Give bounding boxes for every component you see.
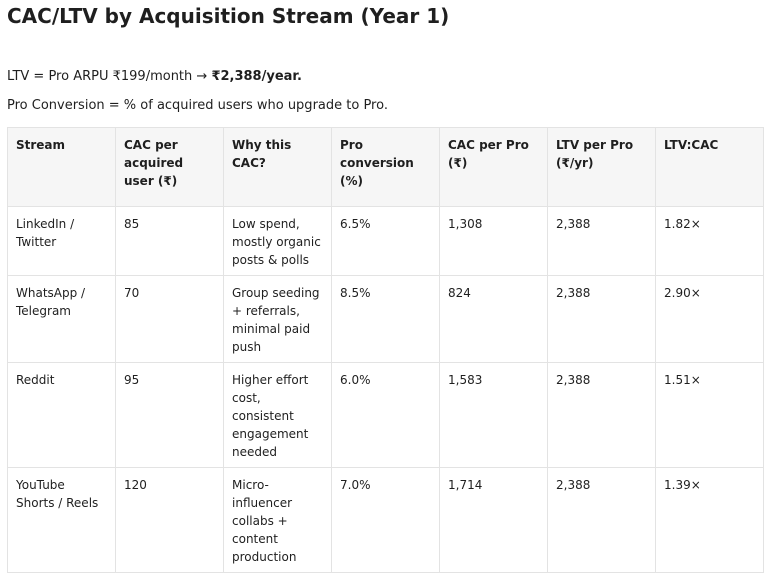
cell-ltv-cac: 1.51× (655, 362, 764, 468)
cell-stream: LinkedIn / Twitter (7, 206, 116, 276)
header-cac-per-pro: CAC per Pro (₹) (439, 127, 548, 207)
cell-ltv-per-pro: 2,388 (547, 206, 656, 276)
table-row: Reddit 95 Higher effort cost, consistent… (7, 362, 764, 468)
table-header-row: Stream CAC per acquired user (₹) Why thi… (7, 127, 764, 207)
table-row: WhatsApp / Telegram 70 Group seeding + r… (7, 275, 764, 363)
table-row: LinkedIn / Twitter 85 Low spend, mostly … (7, 206, 764, 276)
cell-why-cac: Low spend, mostly organic posts & polls (223, 206, 332, 276)
cell-cac-per-pro: 1,583 (439, 362, 548, 468)
cell-stream: YouTube Shorts / Reels (7, 467, 116, 573)
cell-pro-conversion: 7.0% (331, 467, 440, 573)
cell-ltv-cac: 1.82× (655, 206, 764, 276)
cell-cac-per-user: 70 (115, 275, 224, 363)
ltv-note-value: ₹2,388/year. (211, 69, 302, 84)
cell-why-cac: Micro-influencer collabs + content produ… (223, 467, 332, 573)
cell-ltv-per-pro: 2,388 (547, 275, 656, 363)
cell-why-cac: Higher effort cost, consistent engagemen… (223, 362, 332, 468)
header-stream: Stream (7, 127, 116, 207)
cell-ltv-per-pro: 2,388 (547, 362, 656, 468)
ltv-note-text: LTV = Pro ARPU ₹199/month → (7, 69, 212, 84)
cell-why-cac: Group seeding + referrals, minimal paid … (223, 275, 332, 363)
cell-pro-conversion: 6.5% (331, 206, 440, 276)
ltv-note: LTV = Pro ARPU ₹199/month → ₹2,388/year. (7, 69, 302, 84)
header-pro-conversion: Pro conversion (%) (331, 127, 440, 207)
cell-cac-per-user: 120 (115, 467, 224, 573)
page-title: CAC/LTV by Acquisition Stream (Year 1) (7, 4, 450, 28)
header-ltv-cac: LTV:CAC (655, 127, 764, 207)
table-row: YouTube Shorts / Reels 120 Micro-influen… (7, 467, 764, 573)
header-why-cac: Why this CAC? (223, 127, 332, 207)
cac-ltv-table: Stream CAC per acquired user (₹) Why thi… (7, 127, 764, 573)
cell-cac-per-pro: 1,308 (439, 206, 548, 276)
cell-cac-per-pro: 824 (439, 275, 548, 363)
header-ltv-per-pro: LTV per Pro (₹/yr) (547, 127, 656, 207)
cell-cac-per-user: 95 (115, 362, 224, 468)
cell-pro-conversion: 8.5% (331, 275, 440, 363)
cell-pro-conversion: 6.0% (331, 362, 440, 468)
cell-ltv-per-pro: 2,388 (547, 467, 656, 573)
cell-ltv-cac: 2.90× (655, 275, 764, 363)
conversion-note: Pro Conversion = % of acquired users who… (7, 98, 388, 113)
cell-stream: Reddit (7, 362, 116, 468)
cell-stream: WhatsApp / Telegram (7, 275, 116, 363)
cell-cac-per-user: 85 (115, 206, 224, 276)
cell-cac-per-pro: 1,714 (439, 467, 548, 573)
header-cac-per-user: CAC per acquired user (₹) (115, 127, 224, 207)
cell-ltv-cac: 1.39× (655, 467, 764, 573)
